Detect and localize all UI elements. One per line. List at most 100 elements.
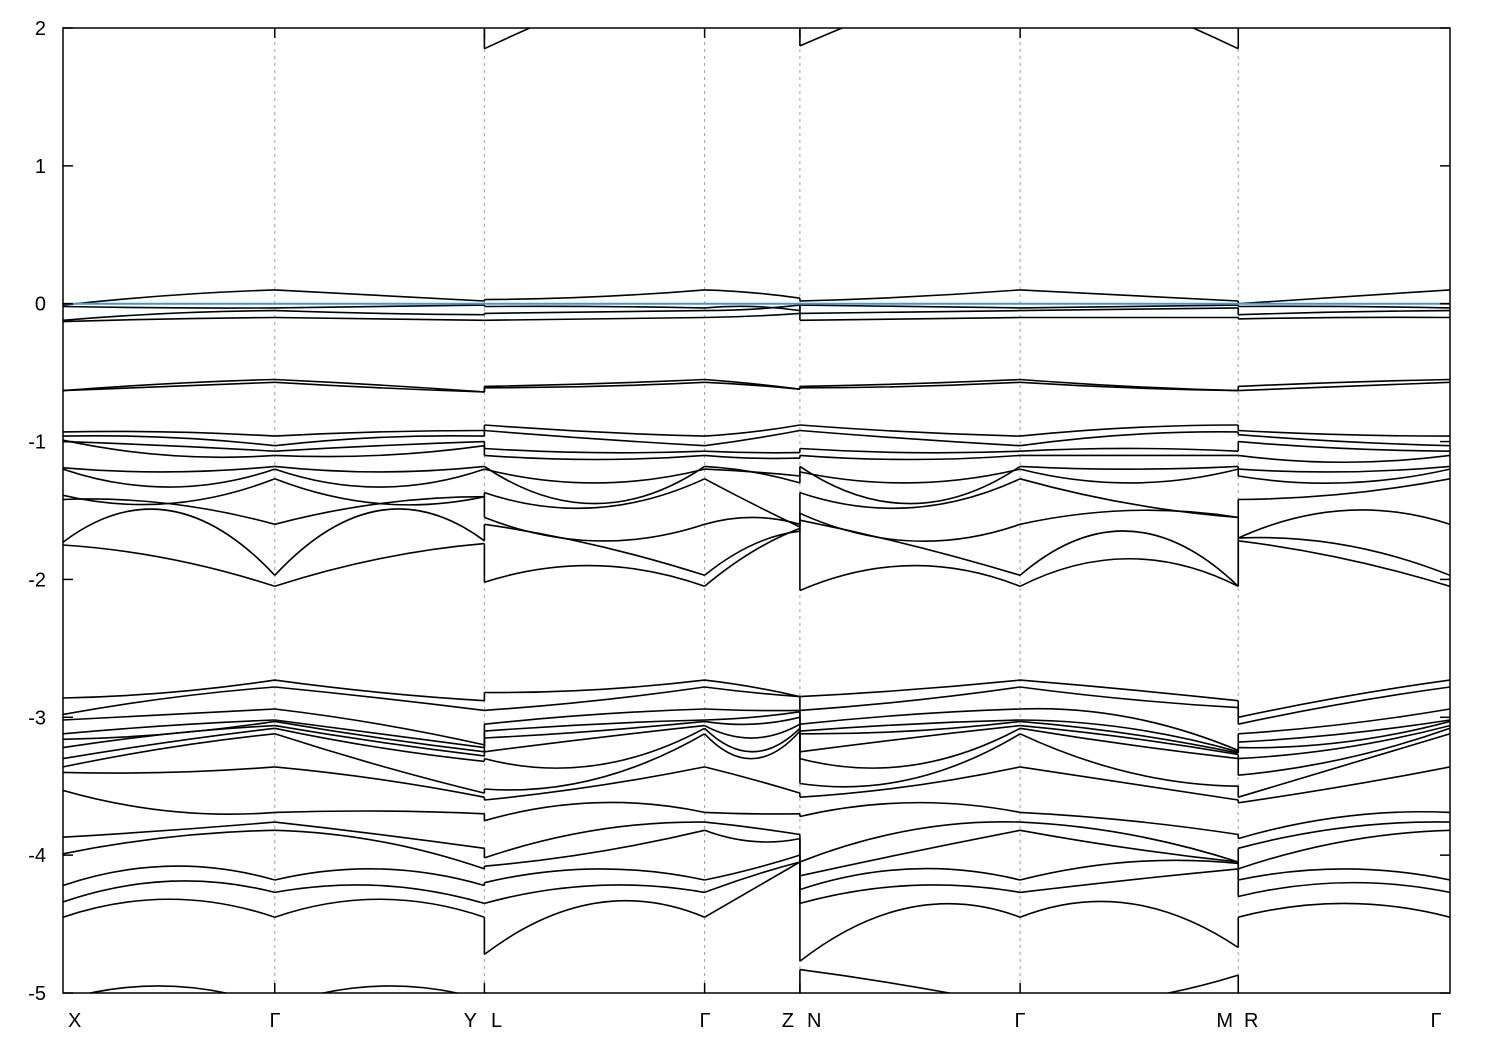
band-23-segment-0 [63,733,275,768]
band-22-segment-2 [484,727,705,769]
band-32-segment-4 [799,28,845,47]
band-30-segment-5 [1019,900,1239,949]
band-28-segment-3 [704,854,801,881]
band-26-segment-0 [63,821,275,838]
band-25-segment-5 [1020,811,1239,836]
band-26-segment-5 [1020,821,1239,863]
band-8-segment-6 [1238,440,1450,452]
band-3-segment-2 [484,316,705,322]
band-6-segment-4 [799,424,1021,437]
band-6-segment-2 [484,424,705,437]
band-7-segment-5 [1019,430,1239,447]
band-5-segment-4 [799,381,1021,389]
band-4-segment-6 [1238,378,1450,388]
band-19-segment-6 [1238,719,1450,743]
band-8-segment-1 [274,440,485,452]
band-10-segment-1 [274,465,485,473]
band-26-segment-4 [799,821,1021,863]
band-9-segment-1 [274,444,485,458]
band-30-segment-6 [1237,902,1450,918]
band-22-segment-1 [274,727,485,763]
band-31-segment-2 [484,992,498,993]
band-26-segment-3 [704,821,801,836]
band-6-segment-6 [1238,429,1450,437]
band-29-segment-4 [799,884,1021,905]
band-20-segment-1 [274,720,485,753]
band-16-segment-5 [1020,679,1239,702]
band-27-segment-1 [274,829,485,870]
band-30-segment-4 [799,902,1021,962]
band-2-segment-5 [1020,307,1239,312]
band-24-segment-0 [63,766,275,774]
band-4-segment-1 [274,378,485,393]
band-29-segment-2 [484,884,705,905]
band-8-segment-5 [1020,447,1239,452]
band-17-segment-2 [484,686,705,712]
band-13-segment-5 [1019,509,1239,526]
band-20-segment-2 [484,720,705,739]
band-31-segment-4 [799,968,954,993]
band-5-segment-3 [704,381,800,390]
xtick-X: X [68,1010,81,1032]
band-18-segment-3 [704,708,800,712]
band-9-segment-4 [799,454,1021,461]
band-13-segment-4 [799,512,1021,542]
band-2-segment-4 [799,309,1021,315]
band-14-segment-2 [484,523,705,577]
band-6-segment-0 [63,430,275,437]
band-15-segment-3 [704,527,801,587]
band-10-segment-2 [483,465,706,505]
xtick-Y: Y [464,1010,477,1032]
band-1-segment-4 [799,304,1021,309]
band-20-segment-5 [1020,720,1239,754]
band-12-segment-5 [1019,478,1239,519]
band-8-segment-2 [484,447,705,454]
band-25-segment-4 [799,801,1021,818]
band-22-segment-4 [799,727,1021,769]
band-15-segment-1 [274,542,485,588]
band-28-segment-2 [484,868,705,884]
band-11-segment-3 [704,468,800,477]
band-27-segment-4 [799,829,1021,877]
band-16-segment-6 [1238,679,1450,719]
ytick-label-4: -2 [28,569,46,591]
band-13-segment-0 [63,498,276,526]
band-21-segment-0 [63,724,275,749]
band-17-segment-0 [63,686,275,716]
band-11-segment-4 [799,468,1021,484]
band-3-segment-4 [799,316,1021,322]
band-1-segment-0 [63,305,275,309]
band-16-segment-0 [63,679,275,699]
xtick-gamma-1: Γ [269,1010,280,1032]
xtick-R: R [1244,1010,1258,1032]
band-23-segment-1 [274,733,485,794]
band-24-segment-5 [1019,766,1239,801]
band-17-segment-4 [799,686,1021,712]
band-2-segment-6 [1238,309,1450,316]
band-5-segment-1 [274,381,485,393]
band-24-segment-6 [1238,766,1450,804]
band-30-segment-3 [704,861,801,918]
band-14-segment-3 [704,530,800,576]
band-6-segment-5 [1020,424,1239,437]
band-18-segment-6 [1238,708,1450,735]
band-27-segment-5 [1019,829,1239,863]
band-3-segment-3 [704,312,800,319]
band-18-segment-5 [1020,707,1239,752]
band-7-segment-0 [63,434,275,447]
ytick-label-5: -3 [28,707,46,729]
band-1-segment-6 [1238,305,1450,309]
band-11-segment-5 [1019,468,1239,484]
band-7-segment-6 [1238,433,1450,447]
band-5-segment-2 [484,381,705,389]
band-29-segment-5 [1020,868,1239,894]
band-19-segment-0 [63,719,275,735]
band-2-segment-0 [63,309,275,322]
band-21-segment-2 [484,724,705,753]
band-11-segment-2 [484,468,705,484]
xtick-Z: Z [782,1010,794,1032]
band-20-segment-4 [799,720,1021,735]
band-25-segment-1 [274,810,485,815]
band-22-segment-0 [63,727,275,760]
band-9-segment-2 [484,454,705,461]
